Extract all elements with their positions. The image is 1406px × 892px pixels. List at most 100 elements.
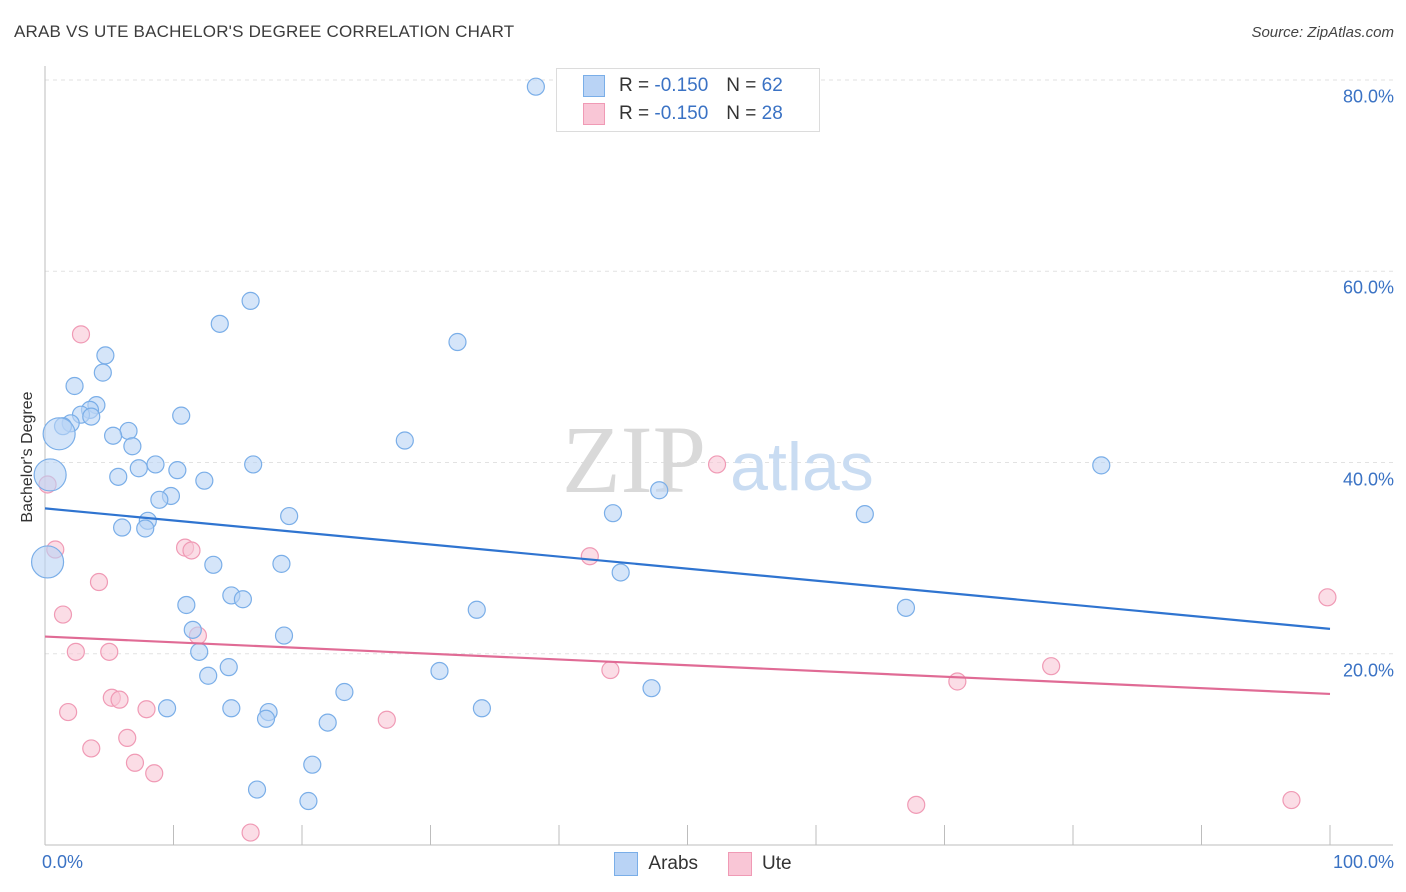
- ute-trend-line: [44, 635, 1331, 696]
- arabs-point: [157, 699, 177, 718]
- ute-swatch: [583, 103, 605, 125]
- ute-point: [1318, 588, 1337, 607]
- arabs-point: [247, 780, 267, 799]
- arabs-point: [274, 626, 294, 645]
- arabs-legend-swatch: [614, 852, 639, 876]
- ute-point: [601, 660, 620, 680]
- data-points: [30, 77, 1337, 842]
- legend-row-ute: R = -0.150 N = 28: [583, 102, 783, 126]
- r-value: -0.150: [654, 75, 709, 96]
- ute-point: [1282, 790, 1301, 810]
- ute-point: [948, 672, 967, 691]
- arabs-point: [241, 291, 260, 310]
- arabs-point: [256, 709, 276, 728]
- arabs-point: [219, 658, 238, 677]
- trend-lines: [44, 507, 1331, 696]
- n-label: N =: [726, 75, 757, 96]
- arabs-point: [467, 600, 486, 619]
- ute-point: [907, 795, 926, 814]
- arabs-point: [123, 437, 142, 456]
- arabs-point: [642, 679, 661, 698]
- arabs-point: [1092, 456, 1111, 475]
- arabs-point: [195, 471, 214, 490]
- arabs-point: [42, 417, 76, 451]
- watermark: ZIP atlas: [562, 406, 874, 513]
- arabs-point: [222, 699, 241, 718]
- ute-point: [82, 739, 101, 758]
- ute-point: [71, 325, 91, 344]
- r-label: R =: [619, 103, 650, 124]
- n-value: 28: [761, 103, 783, 124]
- arabs-point: [395, 431, 414, 450]
- arabs-point: [335, 682, 354, 702]
- grid-lines: [45, 79, 1393, 655]
- y-tick-label: 60.0%: [1342, 277, 1394, 298]
- axes: [44, 66, 1393, 846]
- legend-row-arabs: R = -0.150 N = 62: [583, 74, 783, 98]
- arabs-point: [82, 407, 101, 426]
- r-value: -0.150: [654, 103, 709, 124]
- arabs-point: [611, 563, 630, 582]
- y-tick-label: 20.0%: [1342, 660, 1394, 681]
- arabs-point: [33, 458, 67, 492]
- ute-point: [137, 700, 156, 719]
- n-label: N =: [726, 103, 757, 124]
- ute-point: [145, 764, 164, 783]
- arabs-point: [93, 363, 112, 382]
- watermark-atlas: atlas: [730, 429, 874, 505]
- arabs-point: [119, 421, 138, 441]
- arabs-point: [112, 518, 132, 537]
- arabs-point: [430, 661, 449, 681]
- correlation-legend: R = -0.150 N = 62 R = -0.150 N = 28: [556, 68, 820, 132]
- x-tick-label: 0.0%: [42, 852, 84, 872]
- arabs-point: [146, 455, 165, 474]
- arabs-point: [168, 461, 187, 480]
- legend-label-arabs: Arabs: [648, 853, 699, 874]
- arabs-point: [650, 481, 669, 500]
- ute-point: [66, 642, 85, 661]
- arabs-point: [190, 642, 209, 661]
- arabs-point: [204, 555, 223, 574]
- arabs-point: [472, 699, 491, 718]
- arabs-point: [318, 713, 337, 732]
- arabs-point: [526, 77, 545, 96]
- arabs-point: [177, 595, 196, 615]
- ute-point: [110, 690, 129, 709]
- arabs-point: [30, 545, 65, 579]
- n-value: 62: [761, 75, 783, 96]
- r-label: R =: [619, 75, 650, 96]
- y-axis-label: Bachelor's Degree: [19, 391, 36, 523]
- arabs-point: [280, 506, 299, 526]
- x-tick-label: 100.0%: [1332, 852, 1394, 872]
- ute-point: [707, 455, 727, 474]
- ute-point: [580, 547, 599, 566]
- ute-point: [182, 541, 201, 560]
- arabs-point: [172, 406, 191, 425]
- arabs-point: [896, 598, 916, 617]
- legend-label-ute: Ute: [762, 853, 792, 874]
- arabs-point: [150, 490, 169, 509]
- arabs-point: [272, 554, 291, 573]
- arabs-swatch: [583, 75, 605, 97]
- arabs-point: [104, 426, 123, 445]
- ute-point: [1042, 657, 1061, 676]
- legend-item-arabs[interactable]: Arabs: [614, 852, 698, 876]
- legend-item-ute[interactable]: Ute: [728, 852, 792, 876]
- arabs-point: [233, 590, 252, 609]
- arabs-point: [199, 666, 218, 685]
- arabs-point: [448, 332, 467, 352]
- ute-point: [118, 728, 137, 748]
- ute-point: [100, 642, 119, 661]
- arabs-point: [303, 755, 322, 774]
- ute-point: [377, 710, 396, 729]
- ute-point: [59, 702, 78, 722]
- arabs-point: [183, 620, 202, 639]
- arabs-point: [210, 314, 229, 333]
- chart-title: ARAB VS UTE BACHELOR'S DEGREE CORRELATIO…: [14, 22, 515, 41]
- source-label: Source: ZipAtlas.com: [1251, 24, 1394, 41]
- arabs-trend-line: [44, 507, 1331, 630]
- arabs-point: [603, 504, 623, 523]
- watermark-zip: ZIP: [562, 406, 706, 513]
- arabs-point: [244, 455, 263, 474]
